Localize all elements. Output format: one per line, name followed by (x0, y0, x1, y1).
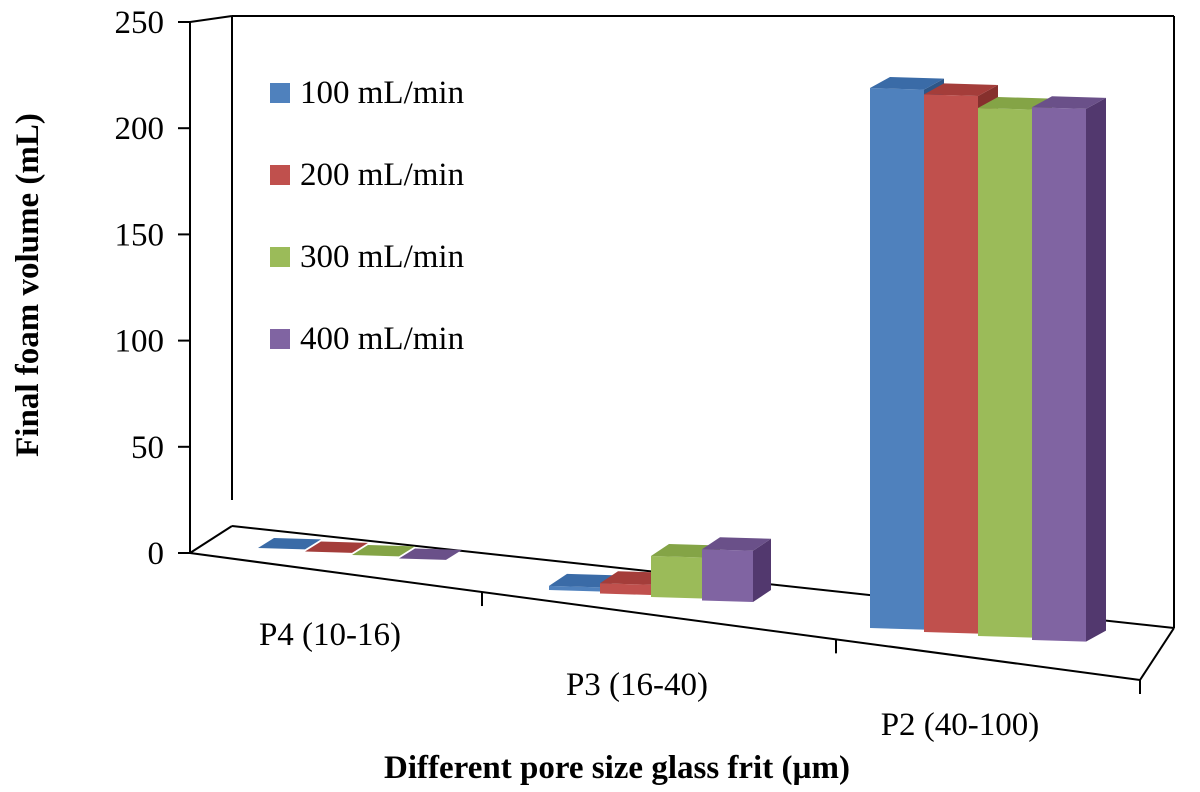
y-tick-label: 150 (115, 217, 165, 253)
bar (258, 538, 321, 550)
bar-top-face (870, 77, 944, 90)
x-axis-title: Different pore size glass frit (µm) (384, 750, 850, 786)
legend-swatch (270, 165, 290, 185)
left-floor-edge (189, 525, 233, 554)
y-tick-label: 0 (148, 536, 165, 572)
bar-top-face (1032, 96, 1106, 109)
bar-front-face (1032, 107, 1086, 642)
x-tick-label: P4 (10-16) (259, 617, 401, 653)
bar (702, 537, 771, 603)
bar-top-face (258, 538, 321, 550)
bar-side-face (1086, 97, 1106, 642)
bar-front-face (600, 583, 651, 596)
legend-swatch (270, 83, 290, 103)
x-axis-line (189, 552, 1141, 681)
legend-swatch (270, 247, 290, 267)
x-axis-ticks: P4 (10-16) P3 (16-40) P2 (40-100) (259, 592, 1141, 743)
bar-top-face (305, 541, 368, 553)
bar-top-face (352, 545, 415, 557)
legend: 100 mL/min 200 mL/min 300 mL/min 400 mL/min (270, 75, 464, 357)
legend-label: 400 mL/min (300, 321, 464, 357)
legend-label: 300 mL/min (300, 239, 464, 275)
bar-front-face (978, 108, 1032, 638)
right-floor-edge (1139, 627, 1175, 681)
bar-top-face (399, 548, 462, 560)
bar-top-face (924, 83, 998, 97)
bar (305, 541, 368, 553)
bar (352, 545, 415, 557)
bar-side-face (753, 538, 771, 603)
bar-front-face (651, 556, 702, 599)
legend-label: 100 mL/min (300, 75, 464, 111)
bar-front-face (549, 585, 600, 592)
y-tick-label: 200 (115, 111, 165, 147)
bar (1032, 96, 1106, 642)
bar-front-face (702, 549, 753, 603)
bar-front-face (870, 88, 924, 630)
y-tick-label: 250 (115, 5, 165, 41)
bar-top-face (702, 537, 771, 551)
y-tick-label: 50 (131, 430, 164, 466)
left-wall-top-edge (189, 15, 233, 23)
legend-swatch (270, 329, 290, 349)
x-tick-label: P3 (16-40) (566, 667, 708, 703)
y-axis-ticks: 0 50 100 150 200 250 (115, 5, 190, 572)
bars-layer (258, 77, 1106, 642)
legend-label: 200 mL/min (300, 157, 464, 193)
bar (399, 548, 462, 560)
y-tick-label: 100 (115, 324, 165, 360)
x-tick-label: P2 (40-100) (881, 707, 1040, 743)
bar-front-face (924, 94, 978, 634)
y-axis-title: Final foam volume (mL) (10, 113, 46, 457)
